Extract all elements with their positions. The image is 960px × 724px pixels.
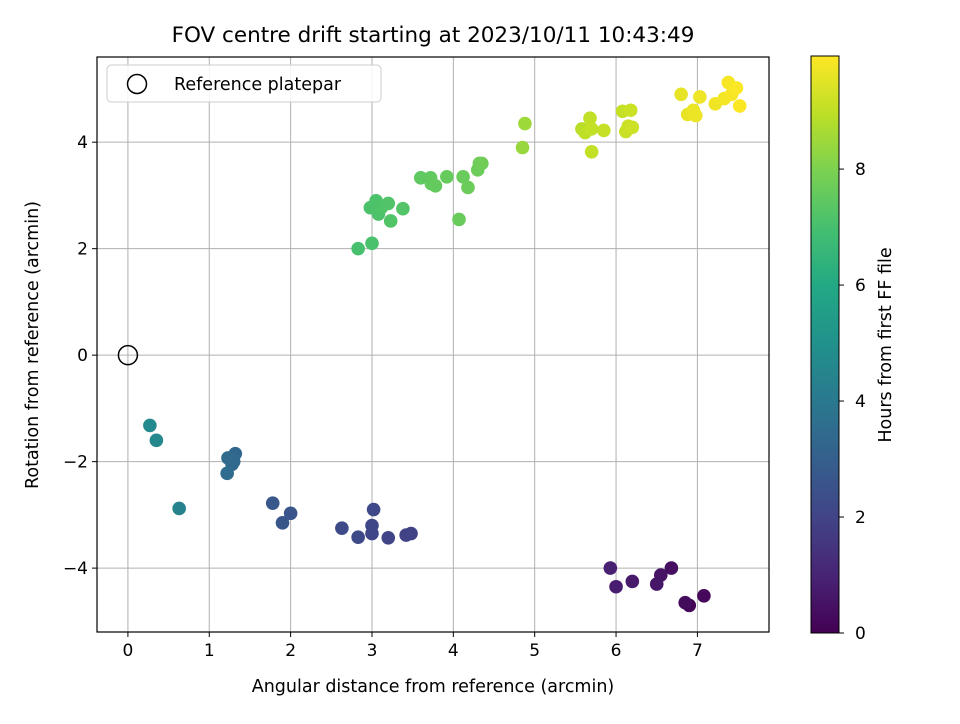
data-point (461, 180, 475, 195)
data-point (678, 595, 693, 610)
data-point (351, 241, 365, 256)
data-points (143, 75, 747, 613)
data-point (583, 111, 597, 126)
x-tick-label: 0 (123, 641, 134, 661)
data-point (351, 530, 365, 545)
legend-box (106, 64, 382, 103)
data-point (265, 496, 280, 510)
y-tick-label: 2 (77, 240, 88, 260)
data-point (366, 502, 381, 517)
colorbar-tick-label: 0 (855, 624, 866, 644)
data-point (674, 87, 688, 102)
data-point (697, 588, 711, 603)
data-point (597, 123, 611, 138)
data-point (172, 501, 186, 516)
reference-point (117, 344, 139, 366)
data-point (365, 236, 379, 251)
data-point (475, 156, 489, 171)
data-point (625, 574, 640, 589)
data-point (518, 116, 532, 131)
y-axis-label: Rotation from reference (arcmin) (23, 201, 43, 489)
y-tick-label: −2 (63, 453, 88, 473)
data-point (396, 201, 410, 216)
data-point (143, 418, 157, 433)
x-tick-label: 1 (204, 641, 215, 661)
data-point (584, 144, 599, 159)
data-point (584, 122, 599, 136)
data-point (399, 528, 413, 542)
data-point (221, 451, 235, 465)
data-point (693, 90, 707, 104)
data-point (220, 466, 234, 481)
data-point (625, 120, 640, 135)
data-point (729, 81, 744, 95)
data-point (365, 518, 379, 533)
colorbar-tick-label: 8 (855, 160, 866, 180)
colorbar-label: Hours from first FF file (876, 247, 896, 442)
legend-label-reference-platepar: Reference platepar (174, 75, 342, 95)
colorbar (810, 55, 840, 634)
grid-lines (97, 57, 769, 632)
data-point (413, 171, 428, 185)
data-point (623, 103, 638, 118)
x-tick-label: 6 (611, 641, 622, 661)
data-point (452, 212, 466, 227)
data-point (688, 108, 703, 123)
data-point (381, 530, 396, 545)
x-tick-label: 7 (692, 641, 703, 661)
colorbar-tick-label: 2 (855, 508, 866, 528)
data-point (609, 579, 623, 594)
x-axis-ticks: 0 1 2 3 4 5 6 7 (123, 632, 703, 661)
plot-frame (96, 56, 770, 633)
chart-title: FOV centre drift starting at 2023/10/11 … (172, 23, 695, 48)
data-point (283, 506, 298, 521)
data-point (649, 577, 664, 591)
data-point (335, 521, 349, 535)
data-point (603, 561, 618, 575)
data-point (515, 140, 530, 155)
colorbar-tick-label: 4 (855, 392, 866, 412)
y-axis-ticks: −4 −2 0 2 4 (63, 133, 97, 579)
colorbar-tick-label: 6 (855, 276, 866, 296)
x-tick-label: 2 (285, 641, 296, 661)
data-point (149, 433, 164, 448)
data-point (664, 561, 679, 575)
data-point (381, 196, 396, 211)
data-point (440, 169, 454, 184)
legend-reference-marker (126, 73, 148, 95)
x-tick-label: 5 (529, 641, 540, 661)
y-tick-label: 4 (77, 133, 88, 153)
x-tick-label: 4 (448, 641, 459, 661)
data-point (428, 179, 443, 193)
data-point (275, 516, 290, 530)
legend: Reference platepar (106, 64, 382, 103)
x-tick-label: 3 (367, 641, 378, 661)
colorbar-ticks: 0 2 4 6 8 (839, 160, 866, 644)
data-point (732, 99, 747, 113)
reference-platepar-marker (117, 344, 139, 366)
data-point (456, 169, 470, 184)
x-axis-label: Angular distance from reference (arcmin) (252, 677, 615, 697)
y-tick-label: −4 (63, 559, 88, 579)
y-tick-label: 0 (77, 346, 88, 366)
data-point (383, 214, 398, 228)
